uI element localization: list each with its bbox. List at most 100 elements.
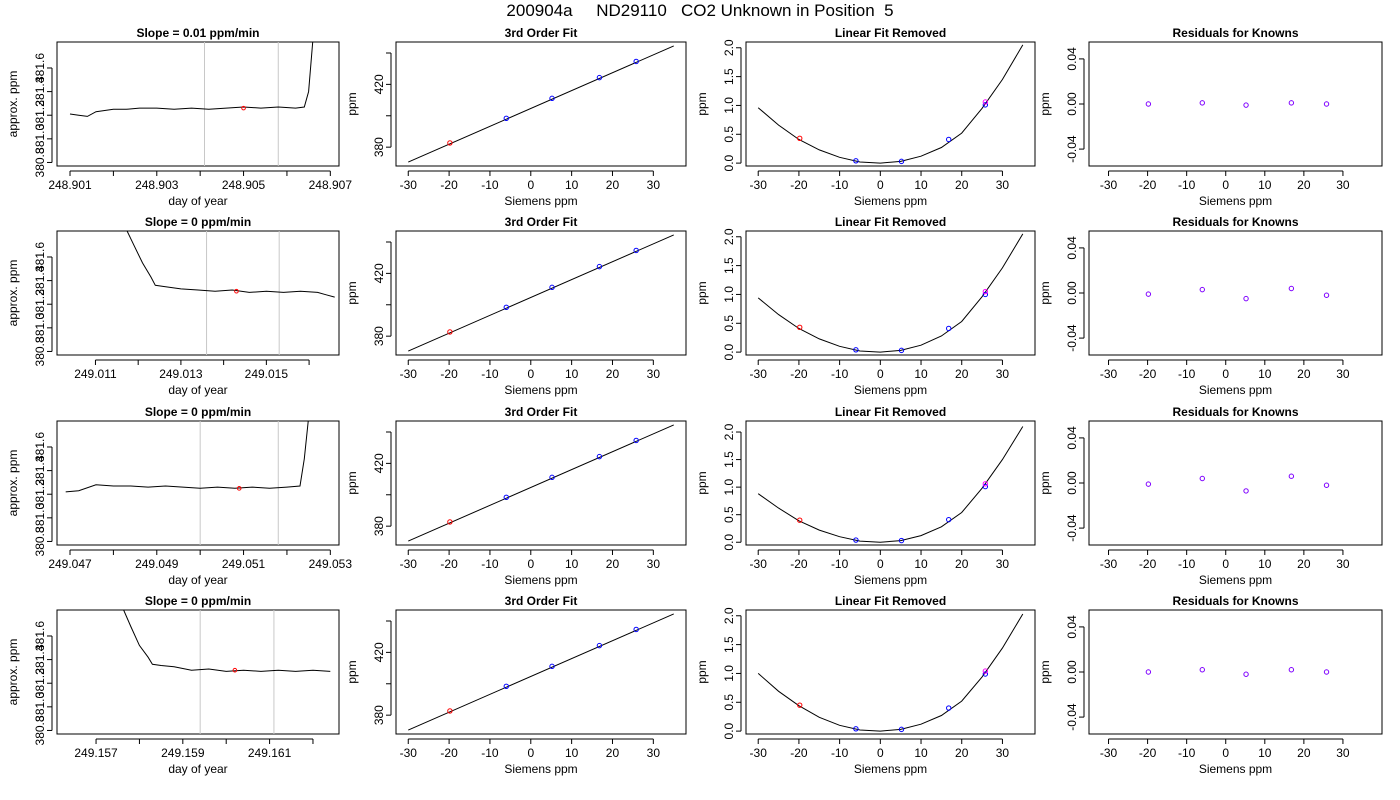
y-tick-label: 380	[372, 137, 386, 157]
plot-frame	[395, 609, 687, 735]
x-tick-label: -20	[440, 367, 458, 381]
data-point	[596, 74, 603, 81]
y-tick-label: 1.0	[722, 286, 736, 303]
x-axis-label: Siemens ppm	[504, 383, 577, 397]
data-point	[982, 671, 989, 677]
x-tick-label: 10	[1258, 367, 1272, 381]
data-point	[503, 115, 509, 121]
y-tick-label: 381.6	[33, 242, 47, 272]
panel-time-series-row-2: Slope = 0 ppm/min 249.011 249.013 249.015 38…	[6, 215, 340, 397]
x-axis-label: Siemens ppm	[504, 194, 577, 208]
x-tick-label: 10	[565, 557, 579, 571]
plot-area	[1145, 667, 1330, 677]
panel-title: Linear Fit Removed	[835, 405, 946, 419]
panel-residual-curve-row-4: Linear Fit Removed -30 -20 -10 0 10 20 30 0.0 0.5…	[695, 594, 1036, 776]
data-point	[1288, 100, 1295, 106]
data-point	[1199, 475, 1205, 482]
y-tick-label: 380	[372, 705, 386, 725]
plot-frame	[395, 41, 687, 167]
x-axis-label: Siemens ppm	[854, 573, 927, 587]
data-point	[853, 537, 859, 543]
x-tick-label: -20	[790, 367, 808, 381]
x-axis-label: Siemens ppm	[1199, 762, 1272, 776]
x-tick-label: 10	[914, 367, 928, 381]
x-axis-label: Siemens ppm	[504, 762, 577, 776]
y-tick-label: 1.5	[722, 68, 736, 85]
y-tick-label: 1.5	[722, 636, 736, 653]
data-trace	[69, 42, 314, 117]
data-point	[1243, 295, 1249, 302]
y-tick-label: 0.04	[1065, 236, 1079, 260]
y-tick-label: 381.2	[33, 479, 47, 509]
data-point	[1323, 101, 1330, 107]
data-point	[1323, 292, 1330, 298]
panel-residual-curve-row-3: Linear Fit Removed -30 -20 -10 0 10 20 30 0.0 0.5…	[695, 405, 1036, 587]
y-axis-label: approx. ppm	[6, 71, 20, 138]
data-point	[898, 347, 905, 354]
x-tick-label: 20	[1297, 746, 1311, 760]
x-tick-label: -20	[790, 557, 808, 571]
x-tick-label: 10	[914, 178, 928, 192]
panel-fit-row-1: 3rd Order Fit -30 -20 -10 0 10 20 30 380 420 Sieme…	[345, 26, 687, 208]
y-axis-label: ppm	[695, 660, 709, 683]
y-tick-label: 0.00	[1065, 281, 1079, 305]
y-tick-label: -0.04	[1065, 135, 1079, 163]
x-tick-label: 20	[1297, 557, 1311, 571]
average-marker	[234, 288, 239, 294]
data-point	[1243, 671, 1249, 677]
x-axis-label: day of year	[168, 194, 227, 208]
data-point	[853, 726, 859, 732]
data-point	[1243, 488, 1249, 494]
x-tick-label: 30	[1336, 746, 1350, 760]
average-marker	[232, 667, 238, 673]
x-tick-label: -10	[481, 746, 499, 760]
y-tick-label: 381.4	[33, 644, 47, 674]
data-point	[946, 325, 952, 332]
average-marker	[236, 486, 242, 491]
y-tick-label: 420	[372, 74, 386, 94]
data-point	[633, 58, 639, 65]
data-point	[549, 95, 555, 102]
x-tick-label: 249.159	[161, 746, 205, 760]
x-tick-label: 0	[877, 557, 884, 571]
plot-area	[757, 426, 1024, 544]
x-tick-label: 30	[647, 557, 661, 571]
plot-area	[65, 421, 309, 545]
data-point	[1288, 285, 1295, 292]
y-tick-label: 380	[372, 516, 386, 536]
panel-title: Slope = 0 ppm/min	[145, 405, 251, 419]
x-tick-label: 30	[996, 367, 1010, 381]
x-tick-label: 20	[606, 557, 620, 571]
x-tick-label: 30	[647, 746, 661, 760]
plot-frame	[745, 230, 1036, 356]
x-tick-label: 30	[1336, 367, 1350, 381]
x-tick-label: 249.049	[135, 557, 179, 571]
plot-area	[1145, 285, 1330, 302]
x-tick-label: -30	[1100, 178, 1118, 192]
x-tick-label: 249.011	[74, 367, 117, 381]
y-tick-label: 380.8	[33, 715, 47, 745]
plot-frame	[1088, 420, 1383, 546]
data-point	[1288, 667, 1295, 673]
x-axis-label: day of year	[168, 762, 227, 776]
y-axis-label: ppm	[695, 281, 709, 304]
panel-title: Residuals for Knowns	[1172, 405, 1298, 419]
panel-fit-row-2: 3rd Order Fit -30 -20 -10 0 10 20 30 380 420 Sieme…	[345, 215, 687, 397]
y-axis-label: ppm	[1038, 92, 1052, 115]
x-axis-label: Siemens ppm	[1199, 194, 1272, 208]
x-tick-label: -20	[440, 557, 458, 571]
plot-area	[126, 231, 335, 355]
x-tick-label: 248.901	[48, 178, 92, 192]
data-point	[946, 705, 952, 711]
y-tick-label: 0.0	[722, 343, 736, 360]
x-tick-label: -30	[750, 367, 768, 381]
y-tick-label: 1.0	[722, 97, 736, 114]
y-tick-label: 0.5	[722, 694, 736, 711]
x-tick-label: -20	[440, 746, 458, 760]
x-tick-label: 0	[1222, 557, 1229, 571]
x-tick-label: 10	[565, 746, 579, 760]
panel-title: Residuals for Knowns	[1172, 26, 1298, 40]
data-point	[982, 483, 989, 490]
y-tick-label: 381.4	[33, 455, 47, 485]
x-axis-label: Siemens ppm	[854, 762, 927, 776]
